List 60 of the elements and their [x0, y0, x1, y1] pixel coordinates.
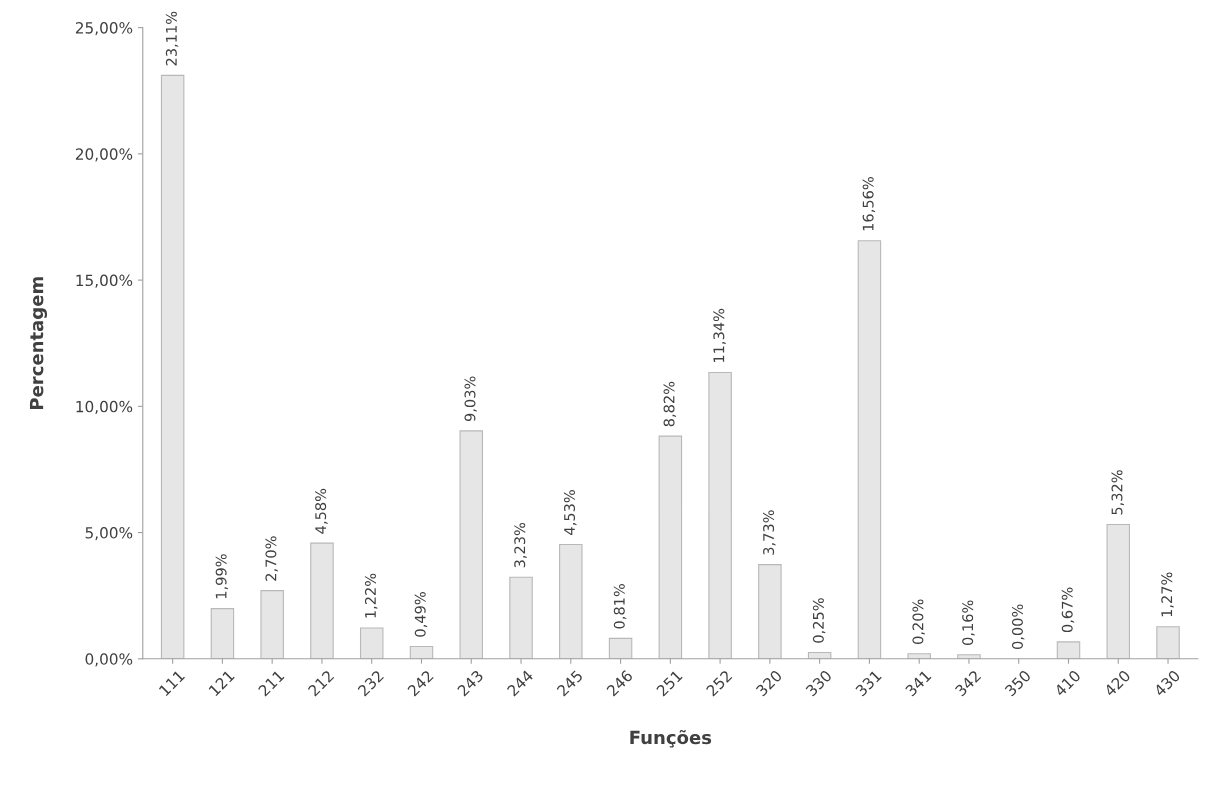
data-label: 2,70% — [265, 536, 278, 581]
bar — [608, 637, 633, 659]
data-label: 4,58% — [315, 488, 328, 534]
x-tick-label: 121 — [208, 669, 235, 697]
bar — [359, 627, 384, 659]
bar — [509, 576, 533, 659]
data-label: 4,53% — [564, 490, 577, 535]
y-axis-title: Percentagem — [29, 277, 48, 410]
y-tick-label: 15,00% — [76, 274, 133, 288]
x-tick-label: 410 — [1053, 669, 1082, 697]
x-tick-label: 420 — [1103, 669, 1131, 697]
bar — [260, 590, 284, 659]
data-label: 0,25% — [812, 598, 826, 643]
data-label: 1,99% — [215, 554, 229, 599]
data-label: 0,67% — [1061, 587, 1075, 633]
x-tick-label: 331 — [854, 669, 882, 697]
data-label: 11,34% — [713, 308, 726, 363]
data-label: 1,27% — [1161, 572, 1174, 617]
x-tick-label: 430 — [1153, 669, 1181, 697]
data-label: 0,16% — [962, 600, 975, 645]
x-tick-label: 341 — [904, 669, 932, 697]
data-label: 0,49% — [414, 592, 428, 637]
data-label: 8,82% — [663, 381, 677, 427]
bar — [758, 564, 782, 659]
bar — [957, 654, 981, 659]
y-tick-label: 20,00% — [75, 148, 133, 162]
x-tick-label: 111 — [158, 669, 185, 697]
bar — [160, 74, 185, 659]
bar — [1156, 626, 1180, 659]
data-label: 1,22% — [364, 573, 378, 618]
x-axis-title: Funções — [630, 729, 712, 748]
data-label: 16,56% — [862, 177, 876, 231]
bar — [310, 542, 334, 659]
y-tick-label: 5,00% — [85, 527, 133, 541]
data-label: 9,03% — [464, 376, 477, 422]
data-label: 5,32% — [1111, 470, 1124, 515]
y-tick-label: 0,00% — [85, 653, 133, 667]
data-label: 0,00% — [1011, 604, 1025, 650]
bar — [459, 430, 484, 659]
x-tick-label: 320 — [755, 669, 783, 697]
bar — [210, 608, 235, 659]
data-label: 23,11% — [165, 11, 179, 66]
x-tick-label: 251 — [655, 669, 683, 697]
bar — [907, 653, 931, 659]
data-label: 3,73% — [763, 510, 776, 555]
bar — [857, 240, 882, 659]
x-tick-label: 342 — [954, 669, 982, 697]
y-tick-label: 25,00% — [75, 22, 133, 36]
data-label: 3,23% — [514, 522, 527, 568]
bar — [409, 645, 434, 659]
x-tick-label: 330 — [805, 669, 833, 697]
y-tick-label: 10,00% — [76, 400, 133, 414]
bar — [559, 543, 583, 659]
data-label: 0,20% — [912, 599, 925, 644]
x-tick-label: 350 — [1004, 669, 1032, 697]
data-label: 0,81% — [613, 584, 627, 629]
bar — [1106, 523, 1131, 659]
bar — [708, 371, 732, 659]
bar — [1056, 641, 1081, 659]
bar — [658, 435, 683, 659]
